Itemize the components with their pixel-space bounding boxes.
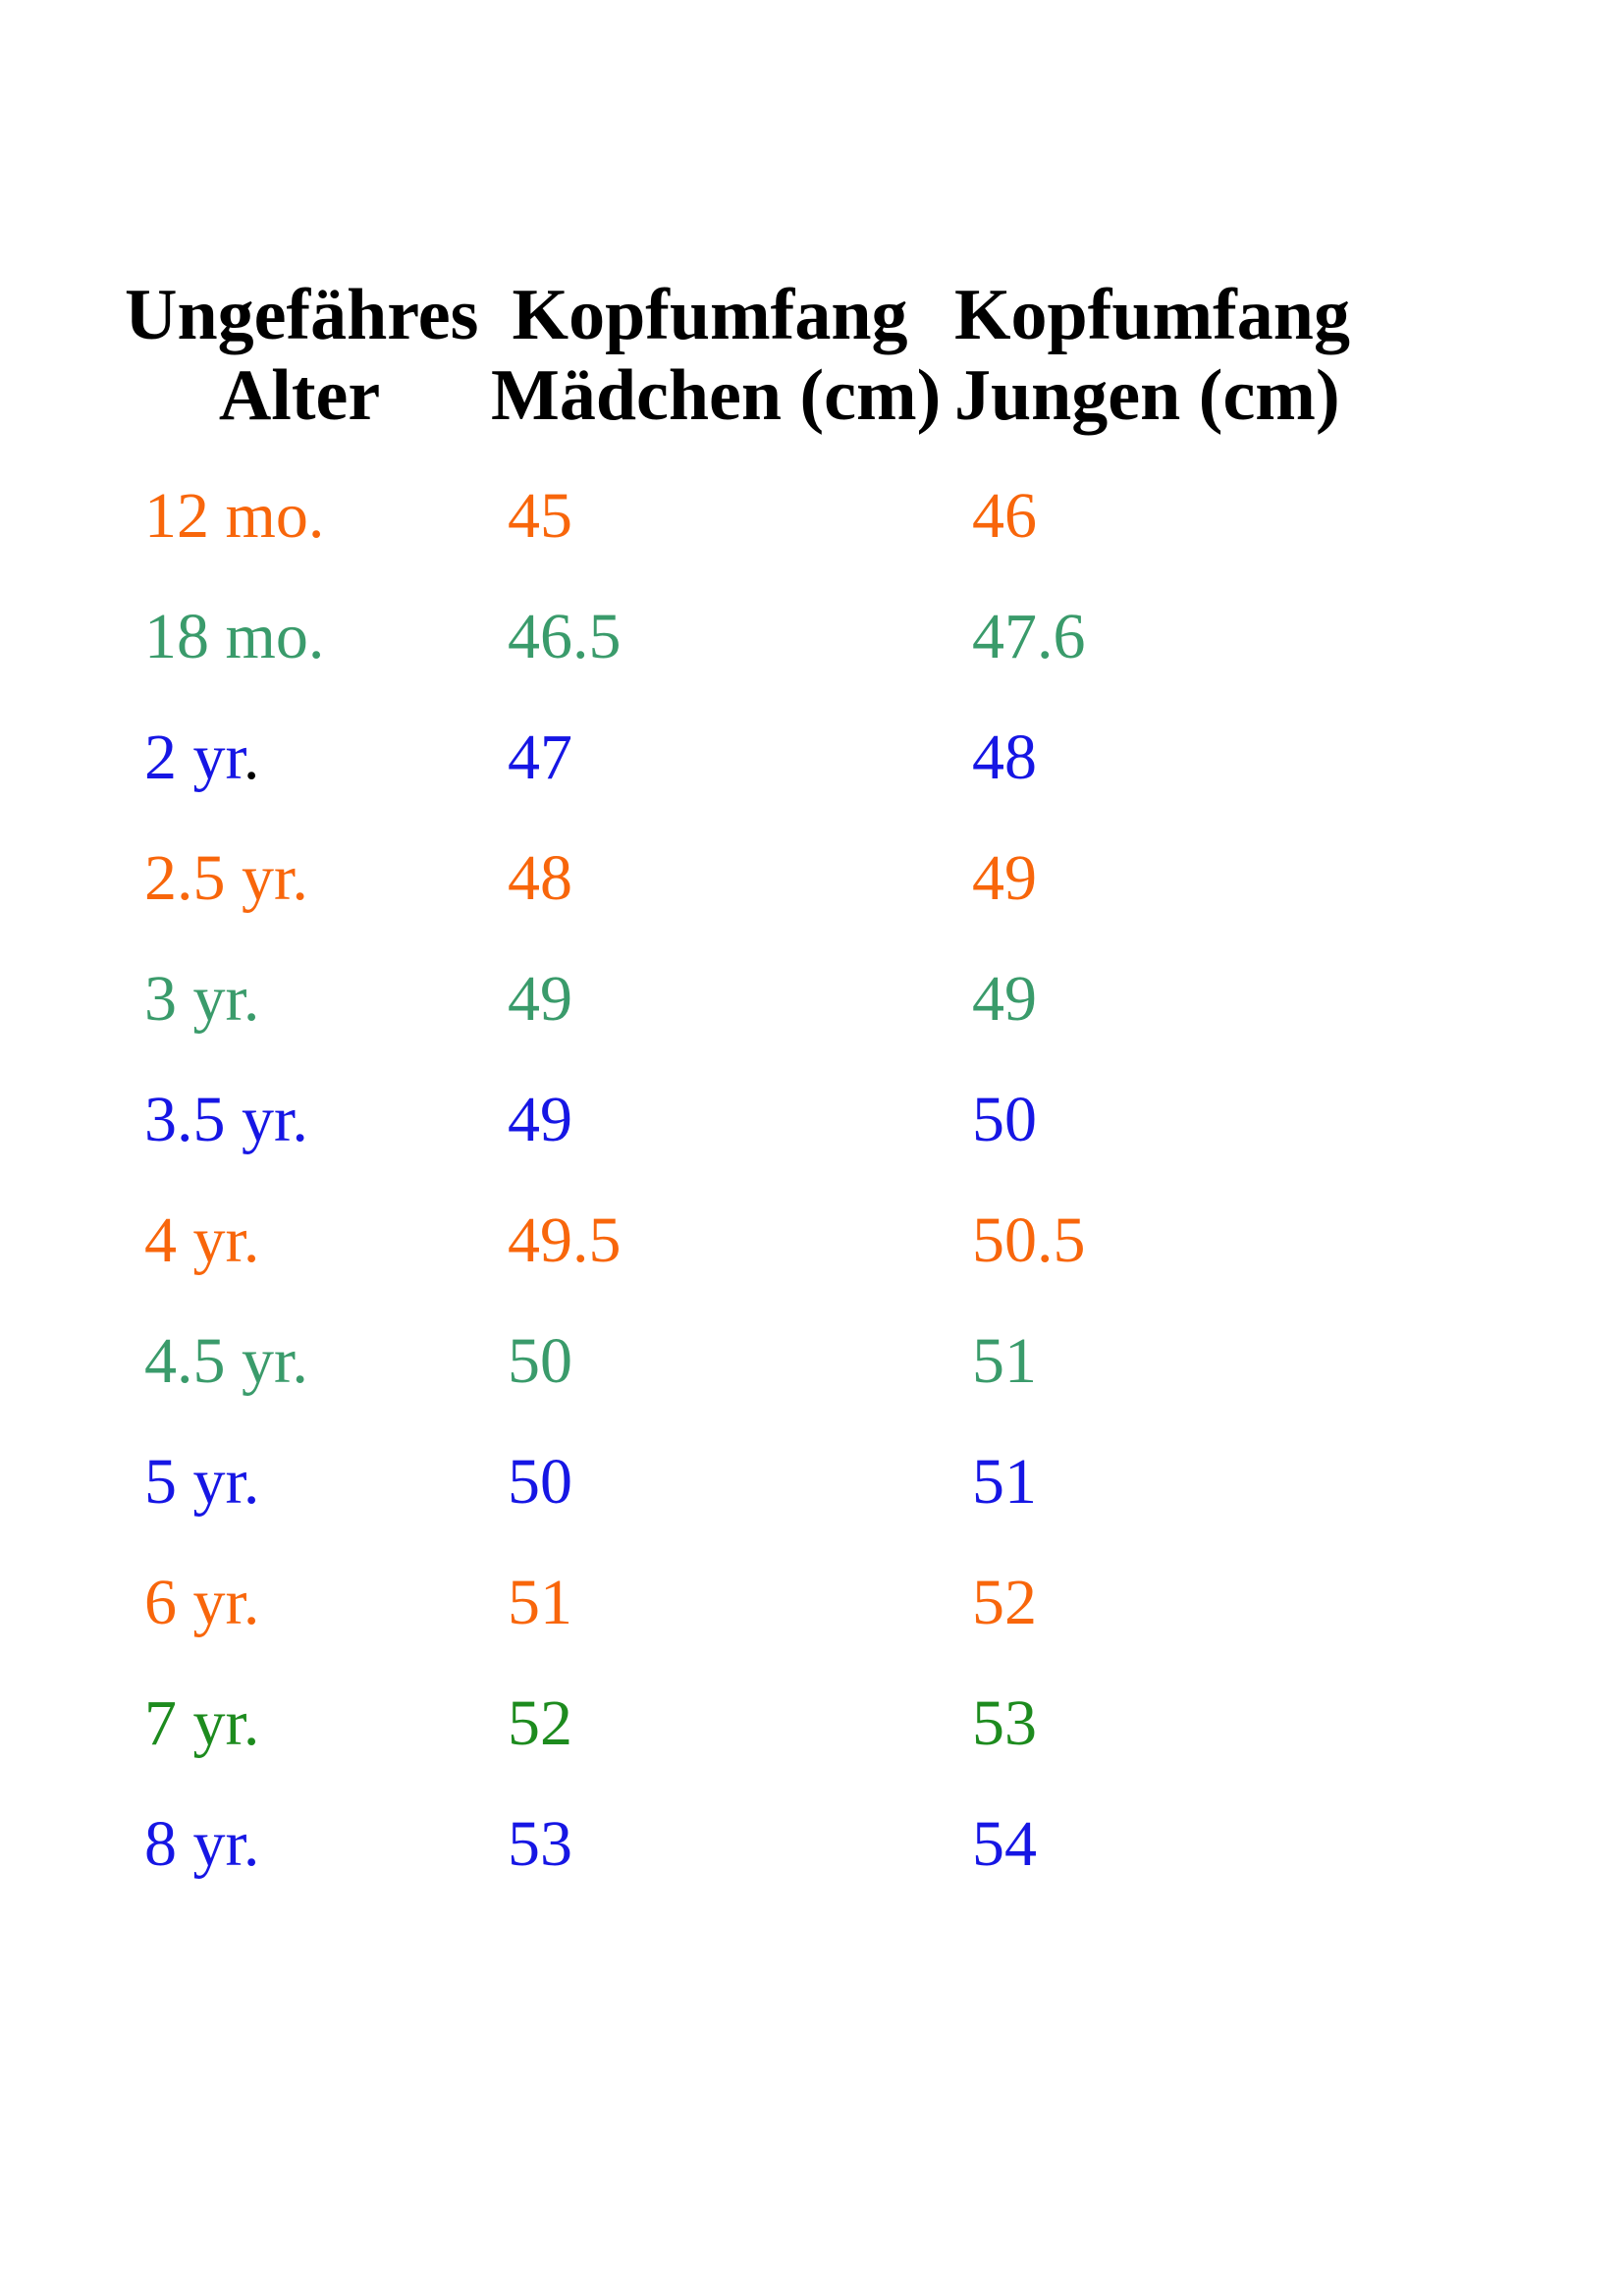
column-header-age-line1: Ungefähres [125, 275, 479, 355]
table-row: 8 yr. 53 54 [0, 1784, 1624, 1904]
boys-circumference-cell: 52 [972, 1567, 1037, 1638]
girls-circumference-cell: 48 [508, 842, 572, 914]
girls-circumference-cell: 50 [508, 1325, 572, 1397]
girls-circumference-cell: 47 [508, 721, 572, 793]
age-cell: 2.5 yr. [144, 842, 308, 914]
girls-circumference-cell: 49.5 [508, 1204, 622, 1276]
boys-circumference-cell: 53 [972, 1687, 1037, 1759]
girls-circumference-cell: 49 [508, 1084, 572, 1155]
column-header-boys-line1: Kopfumfang [954, 275, 1350, 355]
age-cell: 3.5 yr. [144, 1084, 308, 1155]
table-row: 3 yr. 49 49 [0, 938, 1624, 1059]
column-header-girls-line2: Mädchen (cm) [491, 355, 942, 436]
boys-circumference-cell: 51 [972, 1446, 1037, 1518]
table-row: 4.5 yr. 50 51 [0, 1301, 1624, 1421]
age-cell: 7 yr. [144, 1687, 260, 1759]
girls-circumference-cell: 46.5 [508, 601, 622, 672]
column-header-boys: Kopfumfang Jungen (cm) [954, 275, 1367, 436]
girls-circumference-cell: 51 [508, 1567, 572, 1638]
age-period: . [243, 721, 260, 793]
age-cell: 18 mo. [144, 601, 325, 672]
table-row: 2.5 yr. 48 49 [0, 818, 1624, 938]
column-header-girls-line1: Kopfumfang [512, 275, 908, 355]
column-header-boys-line2: Jungen (cm) [954, 355, 1340, 436]
boys-circumference-cell: 51 [972, 1325, 1037, 1397]
column-header-age: Ungefähres Alter [125, 275, 479, 436]
girls-circumference-cell: 53 [508, 1808, 572, 1880]
table-row: 7 yr. 52 53 [0, 1663, 1624, 1784]
boys-circumference-cell: 46 [972, 480, 1037, 552]
boys-circumference-cell: 54 [972, 1808, 1037, 1880]
age-cell: 6 yr. [144, 1567, 260, 1638]
table-row: 3.5 yr. 49 50 [0, 1059, 1624, 1180]
girls-circumference-cell: 49 [508, 963, 572, 1035]
boys-circumference-cell: 48 [972, 721, 1037, 793]
age-cell: 2 yr. [144, 721, 260, 793]
boys-circumference-cell: 47.6 [972, 601, 1086, 672]
table-row: 2 yr. 47 48 [0, 697, 1624, 818]
column-header-girls: Kopfumfang Mädchen (cm) [491, 275, 942, 436]
age-cell: 3 yr. [144, 963, 260, 1035]
table-header-row: Ungefähres Alter Kopfumfang Mädchen (cm)… [0, 275, 1624, 442]
age-cell: 4 yr. [144, 1204, 260, 1276]
age-cell: 12 mo. [144, 480, 325, 552]
girls-circumference-cell: 50 [508, 1446, 572, 1518]
table-row: 4 yr. 49.5 50.5 [0, 1180, 1624, 1301]
age-cell: 4.5 yr. [144, 1325, 308, 1397]
girls-circumference-cell: 45 [508, 480, 572, 552]
table-row: 6 yr. 51 52 [0, 1542, 1624, 1663]
boys-circumference-cell: 50.5 [972, 1204, 1086, 1276]
boys-circumference-cell: 50 [972, 1084, 1037, 1155]
age-cell: 5 yr. [144, 1446, 260, 1518]
age-cell: 8 yr. [144, 1808, 260, 1880]
column-header-age-line2: Alter [218, 355, 381, 436]
table-row: 5 yr. 50 51 [0, 1421, 1624, 1542]
table-row: 12 mo. 45 46 [0, 455, 1624, 576]
boys-circumference-cell: 49 [972, 842, 1037, 914]
boys-circumference-cell: 49 [972, 963, 1037, 1035]
girls-circumference-cell: 52 [508, 1687, 572, 1759]
table-row: 18 mo. 46.5 47.6 [0, 576, 1624, 697]
